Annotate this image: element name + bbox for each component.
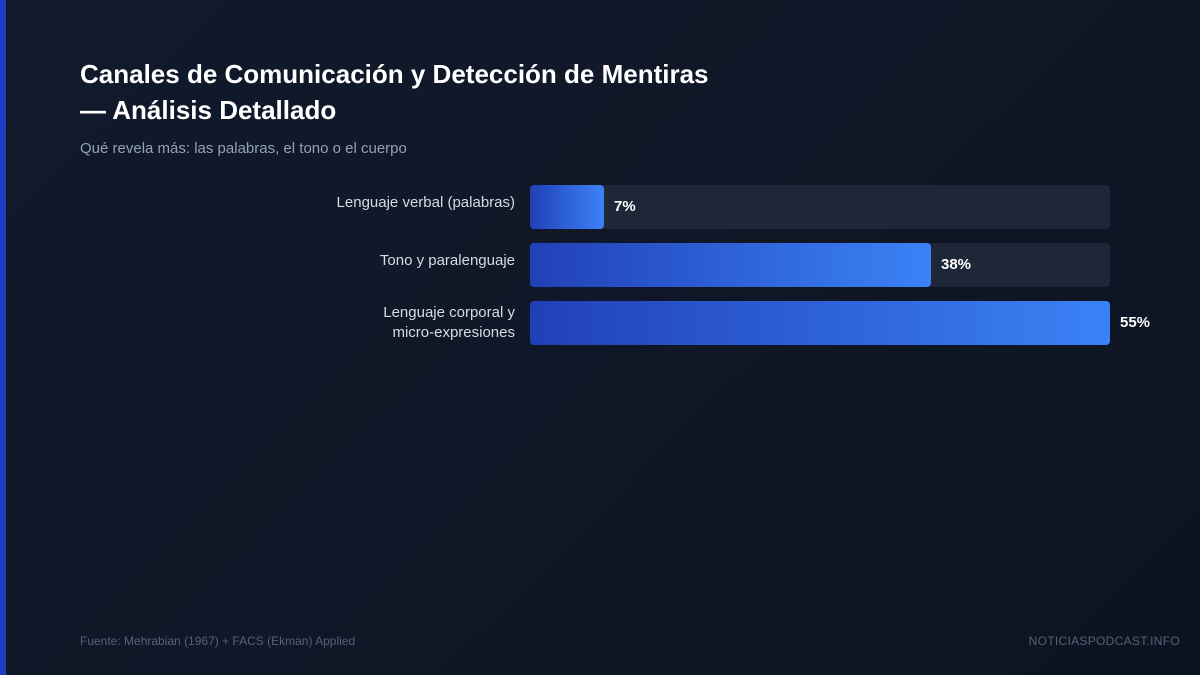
bar bbox=[530, 185, 604, 229]
category-label: Lenguaje corporal y micro-expresiones bbox=[215, 303, 515, 343]
category-label-line: Lenguaje verbal (palabras) bbox=[336, 194, 515, 211]
bar-track bbox=[530, 243, 1110, 287]
chart-title: Canales de Comunicación y Detección de M… bbox=[80, 59, 709, 125]
bar-track bbox=[530, 301, 1110, 345]
bar bbox=[530, 301, 1110, 345]
source-note: Fuente: Mehrabian (1967) + FACS (Ekman) … bbox=[80, 634, 356, 648]
category-label-line: Tono y paralenguaje bbox=[379, 252, 515, 269]
chart-subtitle: Qué revela más: las palabras, el tono o … bbox=[80, 140, 407, 157]
value-label: 55% bbox=[1120, 314, 1151, 331]
site-watermark: NOTICIASPODCAST.INFO bbox=[1028, 634, 1180, 648]
bar-track bbox=[530, 185, 1110, 229]
bar-row: Lenguaje corporal y micro-expresiones 55% bbox=[0, 301, 1200, 345]
bar bbox=[530, 243, 931, 287]
bar-row: Tono y paralenguaje 38% bbox=[0, 243, 1200, 287]
category-label: Lenguaje verbal (palabras) bbox=[215, 193, 515, 213]
left-accent-bar bbox=[0, 0, 6, 675]
value-label: 38% bbox=[941, 256, 972, 273]
value-label: 7% bbox=[614, 198, 636, 215]
category-label-line: Lenguaje corporal y bbox=[383, 304, 515, 321]
category-label-line: micro-expresiones bbox=[392, 324, 515, 341]
category-label: Tono y paralenguaje bbox=[215, 251, 515, 271]
bar-row: Lenguaje verbal (palabras) 7% bbox=[0, 185, 1200, 229]
